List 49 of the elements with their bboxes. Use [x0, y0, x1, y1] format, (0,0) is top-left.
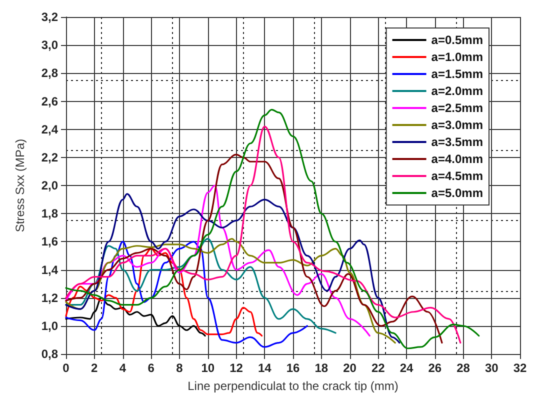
x-tick-label: 16 [286, 361, 300, 375]
x-tick-label: 26 [428, 361, 442, 375]
x-tick-label: 0 [62, 361, 70, 375]
line-series [65, 193, 400, 344]
x-tick-label: 30 [484, 361, 499, 375]
legend-label: a=4.0mm [431, 152, 483, 166]
y-tick-label: 1,2 [41, 290, 58, 305]
legend-label: a=3.5mm [431, 135, 483, 149]
legend-label: a=1.0mm [431, 50, 483, 64]
y-tick-label: 2,8 [41, 66, 58, 80]
y-tick-label: 1,6 [41, 234, 58, 249]
line-series [65, 248, 263, 337]
x-tick-label: 32 [513, 361, 527, 375]
legend-label: a=5.0mm [431, 186, 483, 200]
y-tick-label: 2,6 [41, 94, 58, 108]
line-series [65, 238, 336, 334]
x-tick-label: 12 [230, 361, 244, 375]
x-tick-label: 28 [456, 361, 470, 375]
line-series [65, 184, 370, 337]
legend-label: a=2.5mm [431, 101, 483, 115]
legend-label: a=0.5mm [431, 33, 483, 47]
y-tick-label: 3,2 [41, 10, 58, 24]
legend-label: a=2.0mm [431, 84, 483, 98]
y-tick-label: 2,2 [41, 150, 58, 164]
y-tick-label: 1,0 [41, 318, 58, 333]
x-tick-label: 20 [343, 361, 357, 375]
line-series [65, 240, 308, 348]
x-tick-label: 8 [176, 361, 184, 375]
line-series [65, 297, 206, 337]
x-tick-label: 2 [91, 361, 98, 375]
x-axis-title: Line perpendiculat to the crack tip (mm) [188, 379, 398, 393]
x-tick-label: 6 [148, 361, 155, 375]
y-tick-label: 0,8 [41, 347, 58, 361]
line-series [65, 238, 396, 344]
y-tick-label: 2,0 [41, 178, 58, 192]
x-tick-label: 18 [314, 361, 328, 375]
x-tick-label: 24 [400, 361, 414, 375]
x-tick-label: 22 [371, 361, 386, 375]
x-tick-label: 14 [258, 361, 272, 375]
y-tick-label: 1,4 [41, 262, 58, 277]
y-tick-label: 1,8 [41, 206, 58, 221]
y-tick-label: 2,4 [41, 122, 58, 136]
legend-label: a=3.0mm [431, 118, 483, 132]
x-tick-label: 10 [201, 361, 215, 375]
x-tick-label: 4 [119, 361, 126, 375]
legend-label: a=4.5mm [431, 169, 483, 183]
y-tick-label: 3,0 [41, 38, 58, 52]
legend-label: a=1.5mm [431, 67, 483, 81]
y-axis-title: Stress Sxx (MPa) [13, 138, 27, 232]
